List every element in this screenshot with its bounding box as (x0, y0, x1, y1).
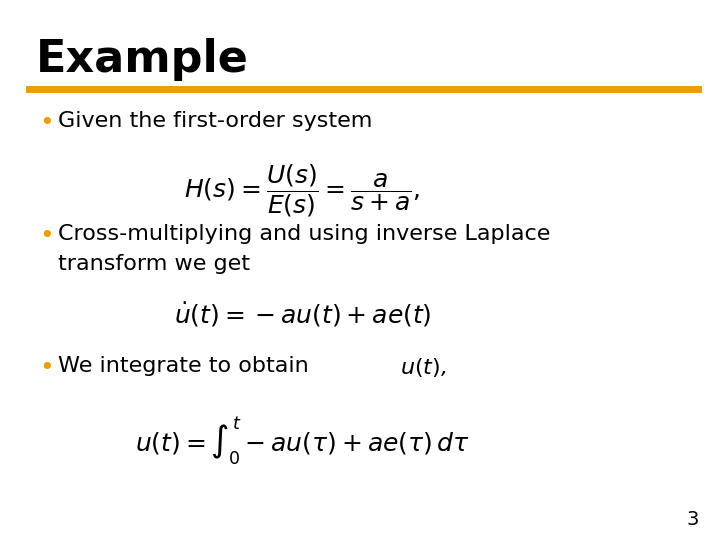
Text: $\dot{u}(t) = -au(t) + ae(t)$: $\dot{u}(t) = -au(t) + ae(t)$ (174, 300, 431, 329)
Text: $u(t)$,: $u(t)$, (400, 356, 446, 380)
Text: $u(t) = \int_{0}^{t} -au(\tau) + ae(\tau)\, d\tau$: $u(t) = \int_{0}^{t} -au(\tau) + ae(\tau… (135, 416, 469, 468)
Text: •: • (40, 356, 54, 380)
Text: •: • (40, 224, 54, 248)
Text: Given the first-order system: Given the first-order system (58, 111, 372, 131)
Text: •: • (40, 111, 54, 134)
Text: 3: 3 (686, 510, 698, 529)
Text: We integrate to obtain: We integrate to obtain (58, 356, 315, 376)
Text: Example: Example (36, 38, 249, 81)
Text: Cross-multiplying and using inverse Laplace
transform we get: Cross-multiplying and using inverse Lapl… (58, 224, 550, 274)
Text: $H(s) = \dfrac{U(s)}{E(s)} = \dfrac{a}{s+a},$: $H(s) = \dfrac{U(s)}{E(s)} = \dfrac{a}{s… (184, 162, 420, 219)
